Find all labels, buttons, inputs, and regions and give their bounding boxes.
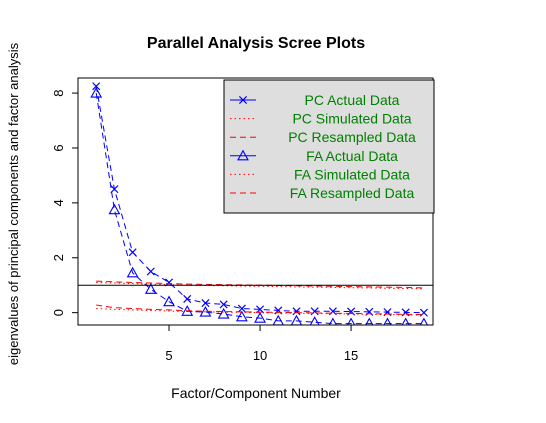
chart-title: Parallel Analysis Scree Plots bbox=[147, 35, 365, 52]
x-axis-label: Factor/Component Number bbox=[171, 385, 341, 401]
y-tick-label: 2 bbox=[51, 254, 66, 261]
data-point bbox=[237, 304, 246, 313]
data-point bbox=[235, 310, 248, 322]
x-tick-label: 10 bbox=[253, 348, 267, 363]
data-point bbox=[128, 248, 137, 257]
series-line-4 bbox=[95, 93, 424, 325]
data-point bbox=[126, 266, 139, 278]
data-point bbox=[146, 267, 155, 276]
plot-area: 0 2 4 6 8 5 10 15 bbox=[51, 77, 434, 363]
data-point bbox=[217, 307, 230, 319]
data-point bbox=[163, 295, 175, 307]
data-point bbox=[328, 317, 338, 325]
y-tick-label: 6 bbox=[51, 144, 66, 151]
legend-label: PC Simulated Data bbox=[292, 111, 411, 127]
data-point bbox=[401, 317, 410, 325]
data-point bbox=[110, 185, 119, 194]
series-line-6 bbox=[96, 304, 424, 316]
data-point bbox=[92, 82, 101, 91]
y-axis-label: eigenvalues of principal components and … bbox=[6, 42, 21, 365]
data-point bbox=[90, 86, 103, 98]
data-point bbox=[365, 317, 374, 325]
legend-label: FA Simulated Data bbox=[294, 166, 410, 182]
data-point bbox=[108, 203, 121, 215]
legend-box bbox=[223, 79, 435, 214]
y-tick-label: 0 bbox=[51, 309, 66, 316]
x-tick-label: 15 bbox=[344, 348, 358, 363]
y-tick-label: 4 bbox=[51, 199, 66, 206]
legend-label: FA Resampled Data bbox=[290, 185, 415, 201]
legend-marker bbox=[237, 149, 249, 161]
legend-label: PC Resampled Data bbox=[288, 129, 416, 145]
data-point bbox=[346, 317, 356, 325]
data-point bbox=[309, 316, 320, 325]
x-tick-label: 5 bbox=[165, 348, 172, 363]
data-point bbox=[144, 283, 157, 294]
series-line-5 bbox=[96, 308, 424, 316]
legend-label: PC Actual Data bbox=[305, 92, 400, 108]
data-point bbox=[254, 312, 266, 323]
legend-label: FA Actual Data bbox=[306, 148, 398, 164]
data-point bbox=[219, 300, 228, 309]
y-tick-label: 8 bbox=[51, 89, 66, 96]
data-point bbox=[419, 317, 429, 325]
data-point bbox=[201, 299, 210, 308]
legend-marker bbox=[238, 95, 248, 105]
legend: PC Actual Data PC Simulated Data PC Resamp… bbox=[223, 79, 435, 214]
data-point bbox=[183, 294, 192, 303]
data-point bbox=[383, 317, 392, 325]
